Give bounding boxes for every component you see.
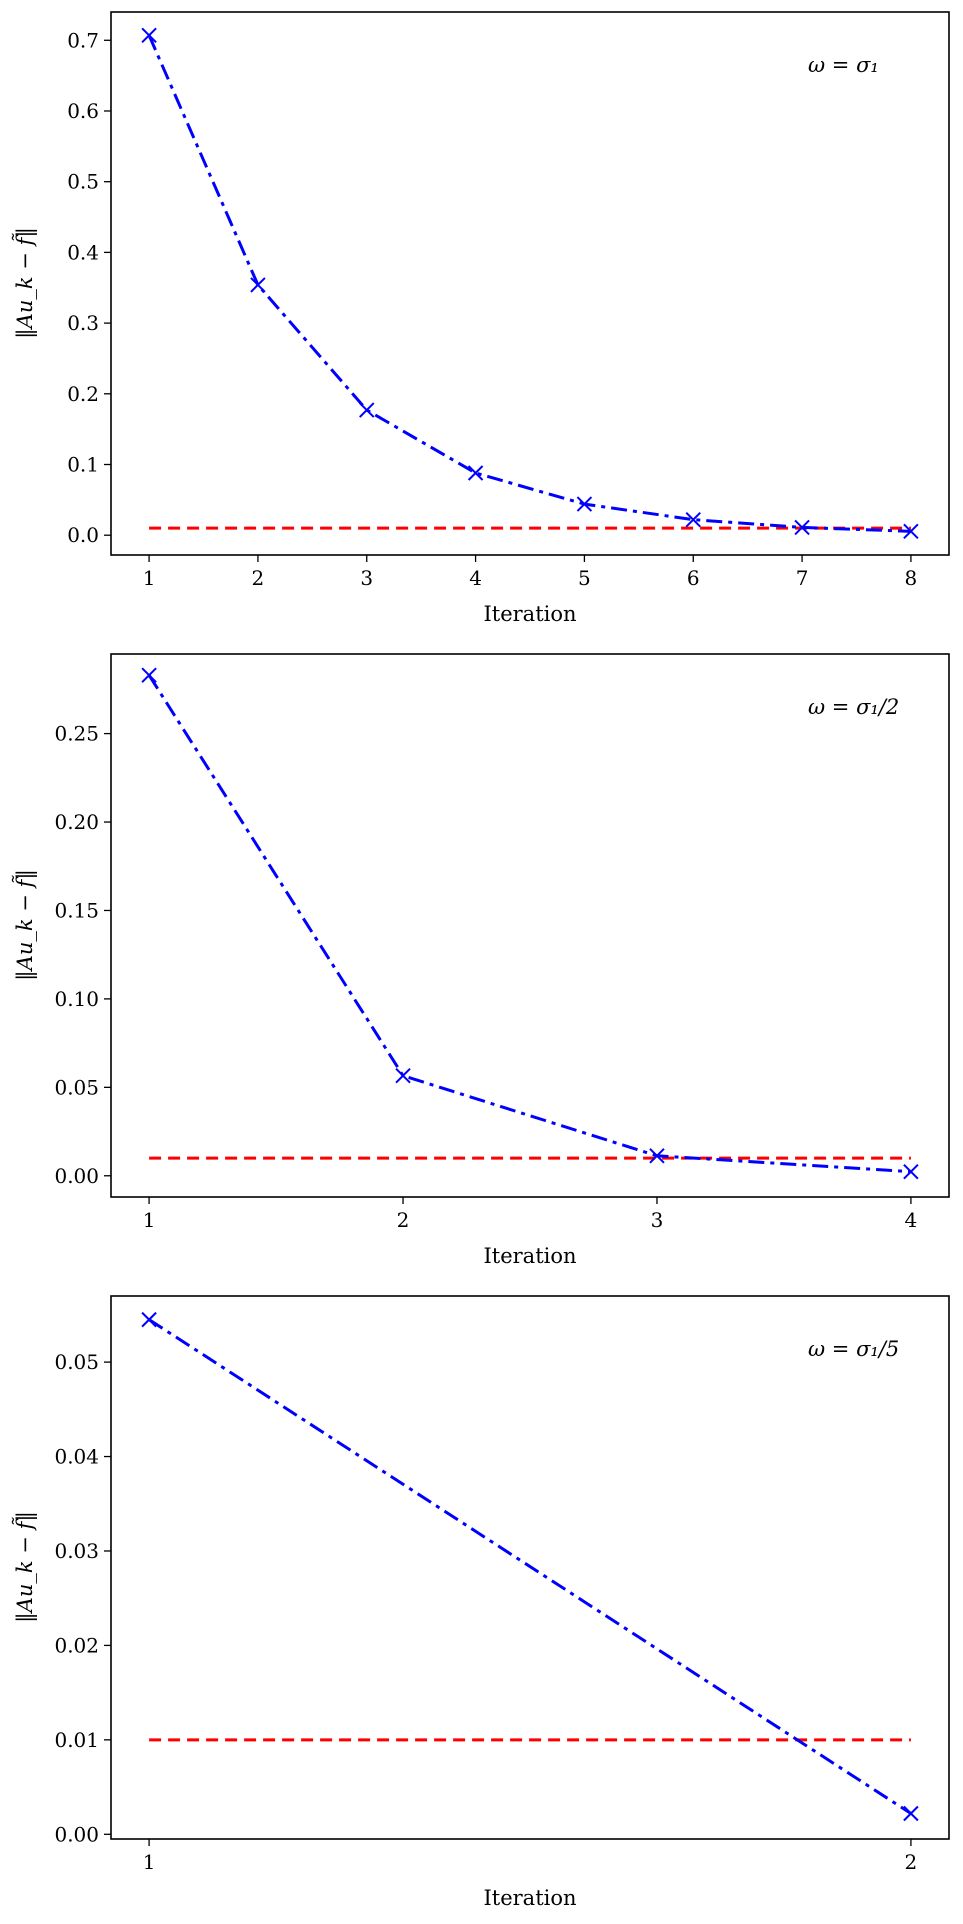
chart-2-residual-line <box>147 674 912 1174</box>
chart-1-svg: 0.0 0.1 0.2 0.3 0.4 0.5 0.6 0.7 1 2 3 4 5 6 7 8 ω = σ₁… <box>12 11 950 626</box>
chart-2-plot-area <box>110 653 950 1198</box>
chart-1-x-tick-label: 1 <box>143 566 156 590</box>
chart-3-y-tick-label: 0.02 <box>54 1633 99 1657</box>
chart-1-data-point <box>903 523 919 540</box>
chart-3-x-axis-label: Iteration <box>483 1886 576 1910</box>
chart-1-y-tick-label: 0.3 <box>67 311 99 335</box>
chart-1-data-point <box>685 511 701 528</box>
chart-3-y-tick-label: 0.03 <box>54 1539 99 1563</box>
chart-2-y-tick-label: 0.10 <box>54 987 99 1011</box>
chart-2-y-tick-label: 0.15 <box>54 898 99 922</box>
chart-2-markers <box>141 667 919 1180</box>
chart-3-y-tick-label: 0.04 <box>54 1445 99 1469</box>
chart-3-x-tick-label: 2 <box>905 1850 918 1874</box>
chart-2-data-point <box>649 1148 665 1164</box>
chart-3-data-point <box>903 1805 919 1822</box>
chart-3-residual-line <box>148 1318 912 1815</box>
chart-1-data-point <box>250 277 266 293</box>
chart-2-x-tick-label: 2 <box>397 1208 410 1232</box>
chart-1-y-tick-label: 0.0 <box>67 523 99 547</box>
chart-1-data-point <box>794 519 810 536</box>
chart-2-y-tick-label: 0.05 <box>54 1075 99 1099</box>
chart-1-x-tick-label: 4 <box>469 566 482 590</box>
chart-1-markers <box>141 27 919 540</box>
chart-1-y-ticks: 0.0 0.1 0.2 0.3 0.4 0.5 0.6 0.7 <box>67 28 111 547</box>
chart-1-data-point <box>576 496 593 512</box>
chart-2-data-point <box>395 1067 411 1084</box>
chart-1-y-tick-label: 0.4 <box>67 240 99 264</box>
chart-2-y-ticks: 0.00 0.05 0.10 0.15 0.20 0.25 <box>54 722 111 1188</box>
chart-3-y-tick-label: 0.01 <box>54 1728 99 1752</box>
chart-2-x-tick-label: 1 <box>143 1208 156 1232</box>
chart-2-x-tick-label: 4 <box>905 1208 918 1232</box>
chart-2-svg: 0.00 0.05 0.10 0.15 0.20 0.25 1 2 3 4 ω = σ₁/2 I… <box>12 653 950 1268</box>
chart-1-plot-area <box>110 11 950 556</box>
chart-panel-1: 0.0 0.1 0.2 0.3 0.4 0.5 0.6 0.7 1 2 3 4 5 6 7 8 ω = σ₁… <box>0 0 963 640</box>
chart-1-x-tick-label: 5 <box>578 566 591 590</box>
chart-3-data-point <box>141 1311 157 1328</box>
chart-3-markers <box>141 1311 919 1822</box>
chart-1-data-point <box>141 27 157 44</box>
chart-3-y-tick-label: 0.00 <box>54 1822 99 1846</box>
chart-2-y-tick-label: 0.20 <box>54 810 99 834</box>
chart-1-x-axis-label: Iteration <box>483 602 576 626</box>
chart-1-x-tick-label: 2 <box>252 566 265 590</box>
chart-1-x-tick-label: 7 <box>796 566 809 590</box>
chart-1-y-tick-label: 0.6 <box>67 99 99 123</box>
chart-2-x-axis-label: Iteration <box>483 1244 576 1268</box>
chart-1-data-point <box>467 465 484 481</box>
chart-1-annotation: ω = σ₁ <box>808 53 879 77</box>
chart-3-y-tick-label: 0.05 <box>54 1350 99 1374</box>
chart-1-y-tick-label: 0.5 <box>67 170 99 194</box>
chart-1-residual-line <box>147 34 911 533</box>
chart-1-x-tick-label: 3 <box>360 566 373 590</box>
chart-3-y-ticks: 0.00 0.01 0.02 0.03 0.04 0.05 <box>54 1350 111 1846</box>
chart-2-y-tick-label: 0.25 <box>54 722 99 746</box>
chart-1-x-tick-label: 8 <box>905 566 918 590</box>
chart-1-y-tick-label: 0.7 <box>67 28 99 52</box>
chart-1-y-tick-label: 0.1 <box>67 453 99 477</box>
chart-1-y-tick-label: 0.2 <box>67 382 99 406</box>
chart-2-annotation: ω = σ₁/2 <box>808 695 899 719</box>
chart-1-y-axis-label: ‖Au_k − f̃‖ <box>12 227 38 339</box>
chart-panel-2: 0.00 0.05 0.10 0.15 0.20 0.25 1 2 3 4 ω = σ₁/2 I… <box>0 642 963 1282</box>
chart-2-data-point <box>141 667 157 683</box>
chart-2-y-tick-label: 0.00 <box>54 1164 99 1188</box>
chart-2-y-axis-label: ‖Au_k − f̃‖ <box>12 869 38 981</box>
chart-2-data-point <box>903 1164 919 1180</box>
chart-1-x-tick-label: 6 <box>687 566 700 590</box>
chart-3-annotation: ω = σ₁/5 <box>808 1337 899 1361</box>
chart-3-y-axis-label: ‖Au_k − f̃‖ <box>12 1511 38 1623</box>
chart-2-x-tick-label: 3 <box>651 1208 664 1232</box>
chart-2-x-ticks: 1 2 3 4 <box>143 1197 918 1232</box>
chart-3-x-tick-label: 1 <box>143 1850 156 1874</box>
chart-1-x-ticks: 1 2 3 4 5 6 7 8 <box>143 555 918 590</box>
chart-1-data-point <box>359 402 375 418</box>
